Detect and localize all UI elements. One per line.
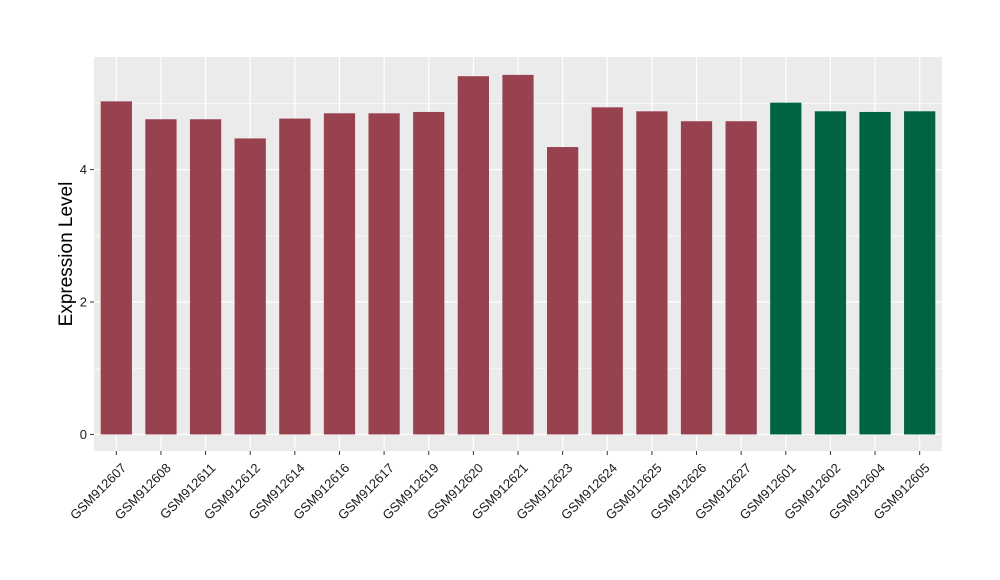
y-tick-label: 0 xyxy=(80,427,87,442)
y-tick-label: 4 xyxy=(80,162,87,177)
bar-gsm912616 xyxy=(323,113,356,435)
bar-gsm912623 xyxy=(547,147,579,435)
bar-gsm912626 xyxy=(680,121,713,435)
bar-gsm912625 xyxy=(636,111,668,435)
bar-gsm912611 xyxy=(189,119,222,435)
bar-gsm912601 xyxy=(770,102,802,435)
bar-gsm912607 xyxy=(100,101,132,435)
x-axis: GSM912607GSM912608GSM912611GSM912612GSM9… xyxy=(67,451,933,523)
bar-gsm912604 xyxy=(859,111,891,435)
y-axis-title: Expression Level xyxy=(56,182,77,327)
bar-gsm912617 xyxy=(368,113,400,435)
bar-gsm912614 xyxy=(279,118,311,435)
bar-gsm912619 xyxy=(413,111,445,435)
y-tick-label: 2 xyxy=(80,295,87,310)
bar-gsm912620 xyxy=(457,76,489,435)
bar-gsm912608 xyxy=(145,119,177,435)
bar-gsm912621 xyxy=(502,74,534,435)
bar-gsm912624 xyxy=(591,107,623,435)
bar-gsm912612 xyxy=(234,138,266,435)
y-axis: 0 2 4 xyxy=(80,162,94,442)
bar-gsm912627 xyxy=(725,121,757,435)
bar-gsm912602 xyxy=(814,111,847,435)
bars xyxy=(100,74,936,435)
bar-gsm912605 xyxy=(904,111,936,435)
